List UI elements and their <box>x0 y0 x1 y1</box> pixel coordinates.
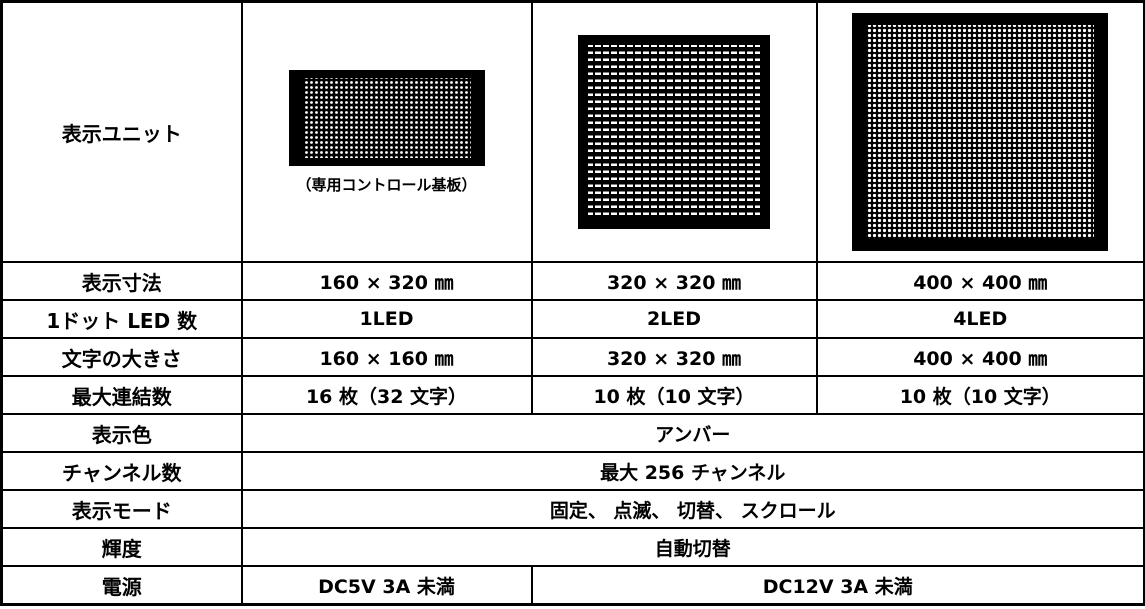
cell: DC5V 3A 未満 <box>240 565 533 606</box>
cell: 4LED <box>815 299 1145 339</box>
cell: 10 枚（10 文字） <box>815 375 1145 415</box>
unit-cell <box>530 0 818 263</box>
cell: 160 × 320 ㎜ <box>240 261 533 301</box>
cell: 1LED <box>240 299 533 339</box>
cell: 320 × 320 ㎜ <box>530 261 818 301</box>
unit-label: 表示ユニット <box>0 0 243 263</box>
spec-row: 文字の大きさ 160 × 160 ㎜ 320 × 320 ㎜ 400 × 400 ㎜ <box>0 337 1145 377</box>
cell: 固定、 点滅、 切替、 スクロール <box>240 489 1145 529</box>
spec-row: 表示色 アンバー <box>0 413 1145 453</box>
unit-row: 表示ユニット （専用コントロール基板） <box>0 0 1145 263</box>
led-panel-large <box>852 13 1109 251</box>
spec-row: 最大連結数 16 枚（32 文字） 10 枚（10 文字） 10 枚（10 文字） <box>0 375 1145 415</box>
spec-row: 電源 DC5V 3A 未満 DC12V 3A 未満 <box>0 565 1145 606</box>
cell: 10 枚（10 文字） <box>530 375 818 415</box>
cell: 最大 256 チャンネル <box>240 451 1145 491</box>
cell: アンバー <box>240 413 1145 453</box>
row-label: 表示色 <box>0 413 243 453</box>
led-panel-medium <box>578 35 770 229</box>
cell: 自動切替 <box>240 527 1145 567</box>
spec-row: 輝度 自動切替 <box>0 527 1145 567</box>
row-label: 1ドット LED 数 <box>0 299 243 339</box>
unit-cell: （専用コントロール基板） <box>240 0 533 263</box>
spec-row: 1ドット LED 数 1LED 2LED 4LED <box>0 299 1145 339</box>
cell: 320 × 320 ㎜ <box>530 337 818 377</box>
row-label: 表示モード <box>0 489 243 529</box>
cell: 400 × 400 ㎜ <box>815 261 1145 301</box>
cell: 160 × 160 ㎜ <box>240 337 533 377</box>
row-label: 表示寸法 <box>0 261 243 301</box>
cell: 2LED <box>530 299 818 339</box>
spec-row: 表示モード 固定、 点滅、 切替、 スクロール <box>0 489 1145 529</box>
cell: 400 × 400 ㎜ <box>815 337 1145 377</box>
row-label: 最大連結数 <box>0 375 243 415</box>
cell: 16 枚（32 文字） <box>240 375 533 415</box>
row-label: チャンネル数 <box>0 451 243 491</box>
spec-row: 表示寸法 160 × 320 ㎜ 320 × 320 ㎜ 400 × 400 ㎜ <box>0 261 1145 301</box>
cell: DC12V 3A 未満 <box>530 565 1145 606</box>
row-label: 輝度 <box>0 527 243 567</box>
row-label: 電源 <box>0 565 243 606</box>
unit-caption: （専用コントロール基板） <box>296 175 477 194</box>
led-panel-small <box>288 69 485 166</box>
row-label: 文字の大きさ <box>0 337 243 377</box>
spec-row: チャンネル数 最大 256 チャンネル <box>0 451 1145 491</box>
unit-cell <box>815 0 1145 263</box>
